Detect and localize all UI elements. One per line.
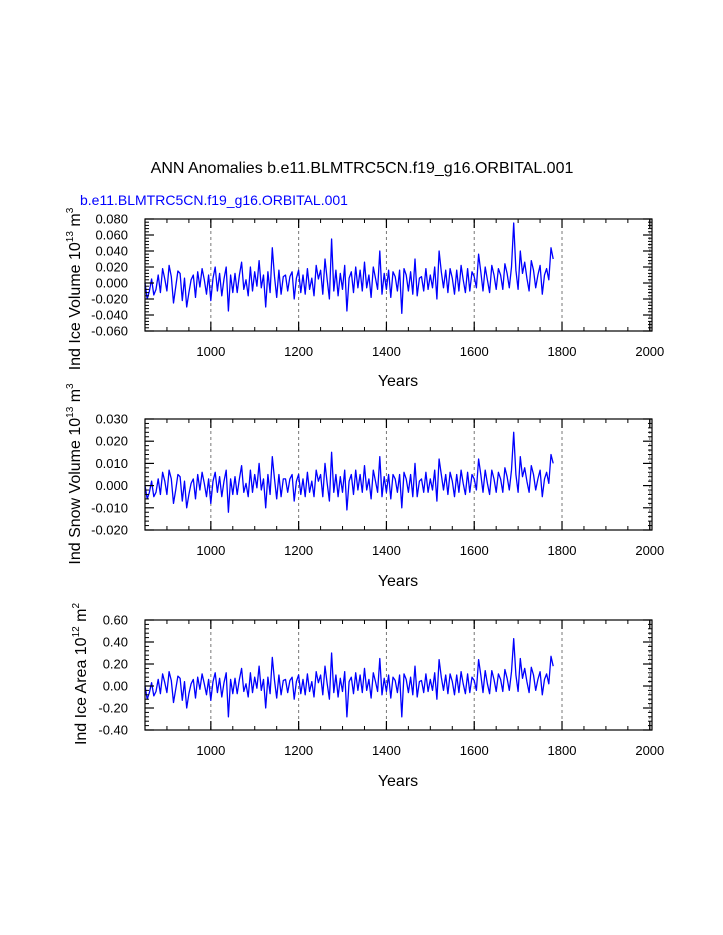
ice-volume-y-tick-label: 0.020 [95, 260, 128, 275]
ice-volume-x-tick-label: 1600 [460, 344, 489, 359]
ice-volume-y-tick-label: -0.040 [91, 308, 128, 323]
snow-volume-y-label-main: Ind Snow Volume 10 [67, 418, 84, 565]
ice-volume-y-tick-label: 0.000 [95, 276, 128, 291]
panel-ice-area: 1000 1200 1400 1600 1800 2000 -0.40 -0.20 0.00 0.… [71, 603, 664, 790]
ice-area-y-label: Ind Ice Area 1012 m2 [71, 603, 90, 746]
ice-volume-x-tick-label: 1200 [284, 344, 313, 359]
figure-title: ANN Anomalies b.e11.BLMTRC5CN.f19_g16.OR… [151, 160, 574, 177]
snow-volume-y-label-exp: 13 [65, 406, 76, 418]
panel-ice-volume: 1000 1200 1400 1600 1800 2000 -0.060-0.040-0.0… [65, 207, 664, 390]
snow-volume-x-label: Years [378, 573, 418, 590]
ice-area-series-line [144, 638, 554, 718]
ice-volume-x-tick-label: 1000 [196, 344, 225, 359]
snow-volume-y-label: Ind Snow Volume 1013 m3 [65, 383, 84, 565]
snow-volume-x-tick-label: 1800 [548, 543, 577, 558]
ice-volume-y-label-unit-exp: 3 [65, 207, 76, 213]
ice-area-y-tick-label: 0.60 [103, 613, 128, 628]
snow-volume-x-tick-label: 1400 [372, 543, 401, 558]
snow-volume-x-tick-label: 2000 [635, 543, 664, 558]
ice-area-y-label-main: Ind Ice Area 10 [73, 637, 90, 745]
ice-area-y-label-exp: 12 [71, 626, 82, 638]
panel-snow-volume: 1000 1200 1400 1600 1800 2000 -0.020 -0.010 0.00… [65, 383, 664, 590]
ice-volume-plot-frame [144, 218, 653, 332]
ice-area-y-tick-label: 0.40 [103, 635, 128, 650]
ice-volume-y-tick-label: 0.080 [95, 212, 128, 227]
ice-area-y-tick-label: 0.00 [103, 679, 128, 694]
snow-volume-y-tick-label: -0.020 [91, 523, 128, 538]
legend-label: b.e11.BLMTRC5CN.f19_g16.ORBITAL.001 [80, 192, 348, 208]
ice-area-y-label-unit-exp: 2 [71, 603, 82, 609]
ice-area-y-tick-label: 0.20 [103, 657, 128, 672]
ice-area-x-tick-label: 2000 [635, 743, 664, 758]
ice-area-x-tick-label: 1200 [284, 743, 313, 758]
snow-volume-y-tick-label: 0.020 [95, 434, 128, 449]
ice-volume-y-tick-label: -0.020 [91, 292, 128, 307]
snow-volume-series-line [144, 431, 554, 513]
ice-volume-x-tick-label: 1800 [548, 344, 577, 359]
ice-volume-y-tick-label: -0.060 [91, 324, 128, 339]
ice-area-plot-frame [144, 619, 653, 731]
snow-volume-y-tick-label: 0.030 [95, 412, 128, 427]
ice-area-y-tick-label: -0.40 [98, 723, 128, 738]
ice-area-y-label-unit: m [73, 609, 90, 627]
ice-area-x-label: Years [378, 773, 418, 790]
snow-volume-x-tick-label: 1200 [284, 543, 313, 558]
ice-area-y-tick-label: -0.20 [98, 701, 128, 716]
snow-volume-x-tick-label: 1000 [196, 543, 225, 558]
ice-volume-y-label-exp: 13 [65, 231, 76, 243]
ice-area-x-tick-label: 1400 [372, 743, 401, 758]
ice-volume-y-label: Ind Ice Volume 1013 m3 [65, 207, 84, 370]
ice-area-x-tick-label: 1600 [460, 743, 489, 758]
ice-volume-y-label-unit: m [67, 213, 84, 231]
snow-volume-y-tick-label: 0.000 [95, 478, 128, 493]
snow-volume-plot-frame [144, 418, 653, 531]
snow-volume-y-tick-label: 0.010 [95, 456, 128, 471]
ice-area-x-tick-label: 1800 [548, 743, 577, 758]
ice-volume-y-tick-label: 0.060 [95, 228, 128, 243]
ice-area-x-tick-label: 1000 [196, 743, 225, 758]
snow-volume-y-label-unit: m [67, 389, 84, 407]
ice-volume-x-tick-label: 2000 [635, 344, 664, 359]
ice-volume-x-tick-label: 1400 [372, 344, 401, 359]
ice-volume-y-tick-label: 0.040 [95, 244, 128, 259]
snow-volume-x-tick-label: 1600 [460, 543, 489, 558]
snow-volume-y-label-unit-exp: 3 [65, 383, 76, 389]
ice-volume-x-label: Years [378, 373, 418, 390]
ice-volume-series-line [144, 222, 554, 315]
ice-volume-y-label-main: Ind Ice Volume 10 [67, 242, 84, 370]
snow-volume-y-tick-label: -0.010 [91, 500, 128, 515]
